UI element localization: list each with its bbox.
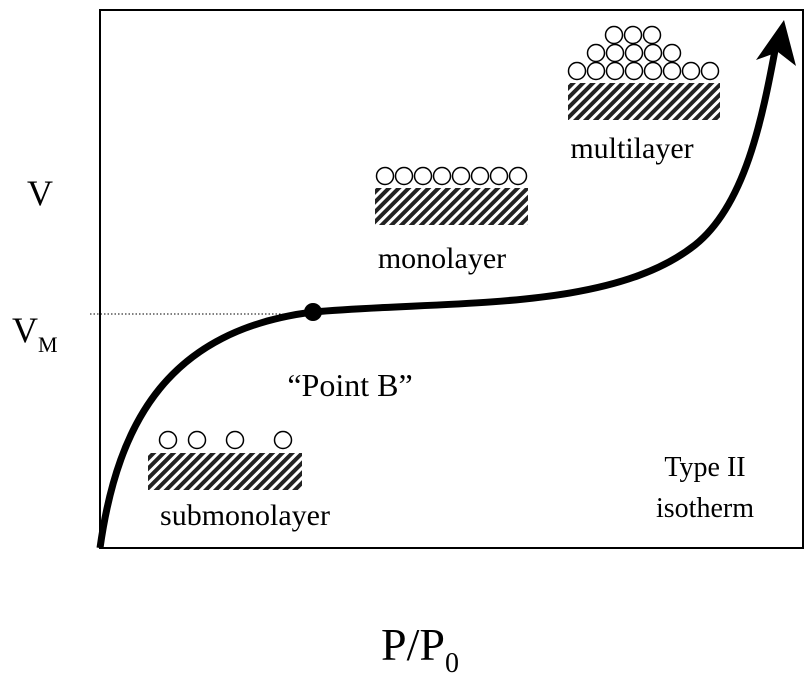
molecule bbox=[413, 166, 433, 186]
molecule bbox=[662, 61, 682, 81]
molecule bbox=[451, 166, 471, 186]
molecule bbox=[273, 430, 293, 450]
molecule bbox=[643, 61, 663, 81]
molecule bbox=[394, 166, 414, 186]
substrate bbox=[375, 188, 528, 225]
molecule bbox=[662, 43, 682, 63]
molecule bbox=[643, 43, 663, 63]
curve-arrowhead bbox=[756, 20, 796, 66]
molecule bbox=[158, 430, 178, 450]
molecule bbox=[700, 61, 720, 81]
molecule bbox=[605, 43, 625, 63]
molecule bbox=[567, 61, 587, 81]
x-label-main: P/P bbox=[381, 619, 445, 670]
molecule bbox=[375, 166, 395, 186]
type-label: isotherm bbox=[656, 493, 754, 524]
point-b-marker bbox=[304, 303, 322, 321]
x-axis-label: P/P0 bbox=[381, 619, 459, 679]
molecule bbox=[624, 61, 644, 81]
molecule bbox=[187, 430, 207, 450]
y-axis-label: V bbox=[27, 173, 53, 213]
molecule bbox=[586, 61, 606, 81]
substrate bbox=[568, 83, 720, 120]
molecule bbox=[470, 166, 490, 186]
molecule bbox=[681, 61, 701, 81]
vm-main: V bbox=[12, 310, 38, 350]
isotherm-curve bbox=[96, 44, 780, 549]
molecule bbox=[605, 61, 625, 81]
molecule bbox=[508, 166, 528, 186]
plot-frame bbox=[99, 9, 804, 549]
molecule bbox=[489, 166, 509, 186]
type-label: Type II bbox=[664, 452, 745, 483]
submonolayer-label: submonolayer bbox=[160, 499, 330, 532]
molecule bbox=[623, 25, 643, 45]
multilayer-label: multilayer bbox=[570, 132, 693, 165]
vm-subscript: M bbox=[38, 332, 58, 357]
vm-label: VM bbox=[12, 310, 58, 357]
molecule bbox=[586, 43, 606, 63]
molecule bbox=[642, 25, 662, 45]
substrate bbox=[148, 453, 302, 490]
point-b-label: “Point B” bbox=[287, 367, 412, 403]
molecule bbox=[604, 25, 624, 45]
monolayer-label: monolayer bbox=[378, 242, 506, 275]
molecule bbox=[225, 430, 245, 450]
molecule bbox=[432, 166, 452, 186]
molecule bbox=[624, 43, 644, 63]
adsorbed-molecules bbox=[158, 25, 720, 450]
x-label-subscript: 0 bbox=[445, 648, 459, 679]
